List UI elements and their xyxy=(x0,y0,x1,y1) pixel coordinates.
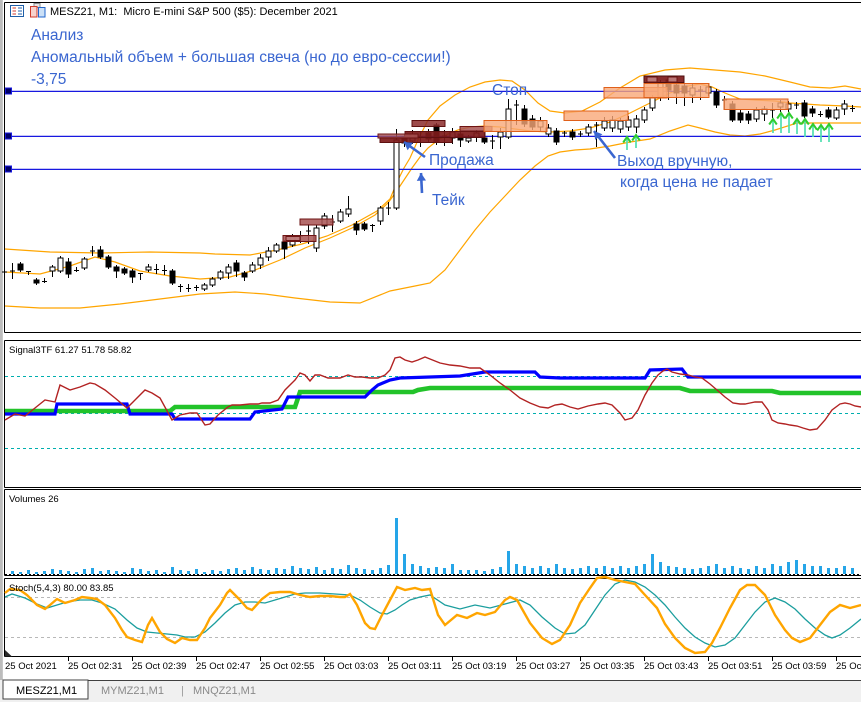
svg-text:MNQZ21,M1: MNQZ21,M1 xyxy=(193,685,256,697)
svg-text:25 Oct 02:47: 25 Oct 02:47 xyxy=(196,661,250,672)
svg-text:25 Oct 03:19: 25 Oct 03:19 xyxy=(452,661,506,672)
svg-text:Volumes 26: Volumes 26 xyxy=(9,494,59,505)
svg-text:25 Oct 03:27: 25 Oct 03:27 xyxy=(516,661,570,672)
svg-text:Signal3TF 61.27 51.78 58.82: Signal3TF 61.27 51.78 58.82 xyxy=(9,345,132,356)
svg-text:25 Oct 03:51: 25 Oct 03:51 xyxy=(708,661,762,672)
svg-text:25 Oct 03:35: 25 Oct 03:35 xyxy=(580,661,634,672)
svg-text:-3,75: -3,75 xyxy=(31,71,66,88)
svg-text:25 Oct 02:31: 25 Oct 02:31 xyxy=(68,661,122,672)
svg-text:MESZ21,M1: MESZ21,M1 xyxy=(16,685,77,697)
svg-text:25 Oct 02:55: 25 Oct 02:55 xyxy=(260,661,314,672)
svg-text:25 Oct 03:43: 25 Oct 03:43 xyxy=(644,661,698,672)
svg-text:MESZ21, M1: Micro E-mini S&P: MESZ21, M1: Micro E-mini S&P 500 ($5): D… xyxy=(50,6,338,18)
svg-text:Стоп: Стоп xyxy=(492,82,527,99)
svg-text:Продажа: Продажа xyxy=(429,152,494,169)
svg-text:MYMZ21,M1: MYMZ21,M1 xyxy=(101,685,164,697)
svg-text:|: | xyxy=(181,685,184,697)
svg-text:Выход вручную,: Выход вручную, xyxy=(617,153,732,170)
svg-text:25 Oct 2021: 25 Oct 2021 xyxy=(5,661,57,672)
svg-text:Аномальный объем + большая све: Аномальный объем + большая свеча (но до … xyxy=(31,49,451,66)
svg-text:Тейк: Тейк xyxy=(432,192,465,209)
svg-text:25 Oc: 25 Oc xyxy=(836,661,861,672)
svg-text:25 Oct 02:39: 25 Oct 02:39 xyxy=(132,661,186,672)
svg-text:25 Oct 03:03: 25 Oct 03:03 xyxy=(324,661,378,672)
svg-text:когда цена не падает: когда цена не падает xyxy=(620,174,773,191)
svg-text:Stoch(5,4,3) 80.00 83.85: Stoch(5,4,3) 80.00 83.85 xyxy=(9,583,114,594)
svg-text:Анализ: Анализ xyxy=(31,27,83,44)
svg-text:25 Oct 03:11: 25 Oct 03:11 xyxy=(388,661,442,672)
svg-text:25 Oct 03:59: 25 Oct 03:59 xyxy=(772,661,826,672)
